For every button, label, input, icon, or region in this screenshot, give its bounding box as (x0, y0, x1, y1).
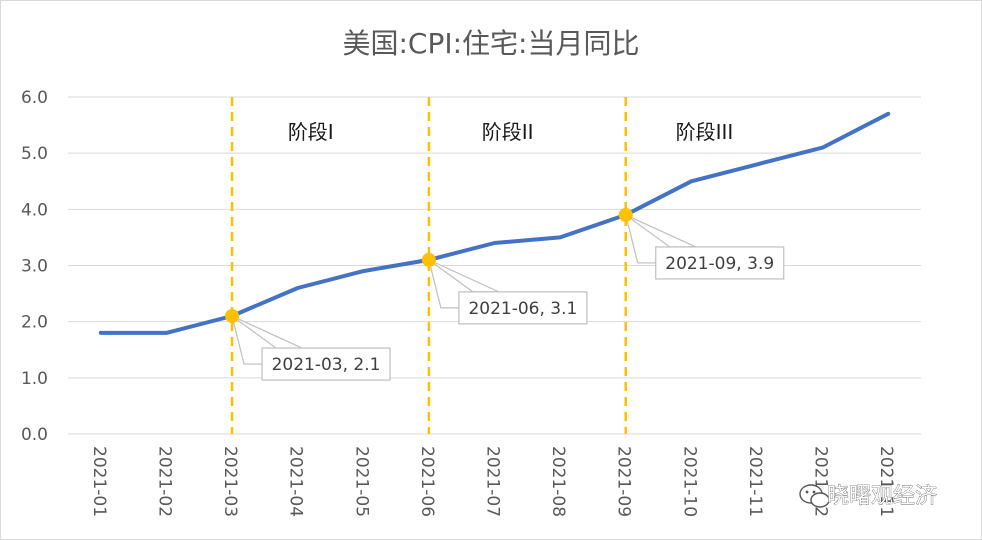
x-tick-label: 2021-11 (745, 446, 765, 517)
x-tick-label: 2021-06 (417, 446, 437, 517)
callout: 2021-06, 3.1 (421, 252, 588, 325)
callout-box (261, 347, 391, 381)
highlight-point (225, 309, 240, 324)
y-tick-label: 0.0 (21, 425, 48, 445)
x-tick-label: 2021-03 (220, 446, 240, 517)
y-tick-label: 6.0 (21, 88, 48, 108)
x-tick-label: 2021-01 (89, 446, 109, 517)
callout-box (655, 246, 785, 280)
callout-box (458, 291, 588, 325)
chart-title: 美国:CPI:住宅:当月同比 (343, 27, 640, 60)
callouts: 2021-03, 2.1 2021-06, 3.1 2021-09, 3.9 (225, 207, 785, 381)
x-axis: 2021-01 2021-02 2021-03 2021-04 2021-05 2021-… (89, 446, 896, 517)
x-tick-label: 2021-11 (876, 446, 896, 517)
callout-label: 2021-03, 2.1 (272, 355, 381, 375)
y-tick-label: 4.0 (21, 200, 48, 220)
callout-leader (231, 315, 263, 365)
callout: 2021-09, 3.9 (618, 207, 785, 280)
y-tick-label: 3.0 (21, 257, 48, 277)
x-tick-label: 2021-08 (548, 446, 568, 517)
watermark-text: 晓曙观经济 (827, 484, 937, 509)
phase-label: 阶段III (676, 120, 734, 144)
wechat-icon (799, 484, 830, 508)
x-tick-label: 2021-07 (483, 446, 503, 517)
callout-leader (428, 259, 459, 309)
y-tick-label: 2.0 (21, 313, 48, 333)
callout-label: 2021-06, 3.1 (468, 299, 577, 319)
x-tick-label: 2021-10 (679, 446, 699, 517)
callout-label: 2021-09, 3.9 (665, 254, 774, 274)
watermark: 晓曙观经济 (799, 484, 937, 509)
callout-pointer (231, 315, 303, 349)
x-tick-label: 2021-05 (351, 446, 371, 517)
phase-label: 阶段I (288, 120, 334, 144)
callout-pointer (625, 214, 696, 248)
x-tick-label: 2021-09 (614, 446, 634, 517)
callout-leader (625, 214, 656, 264)
x-tick-label: 2021-04 (286, 446, 306, 517)
y-axis: 0.0 1.0 2.0 3.0 4.0 5.0 6.0 (21, 88, 48, 445)
y-tick-label: 1.0 (21, 369, 48, 389)
callout: 2021-03, 2.1 (225, 309, 391, 381)
phase-label: 阶段II (482, 120, 534, 144)
grid (68, 96, 921, 435)
highlight-point (421, 252, 436, 267)
y-tick-label: 5.0 (21, 144, 48, 164)
highlight-point (618, 207, 633, 222)
x-tick-label: 2021-02 (154, 446, 174, 517)
phase-labels: 阶段I 阶段II 阶段III (288, 120, 733, 144)
callout-pointer (428, 259, 500, 293)
